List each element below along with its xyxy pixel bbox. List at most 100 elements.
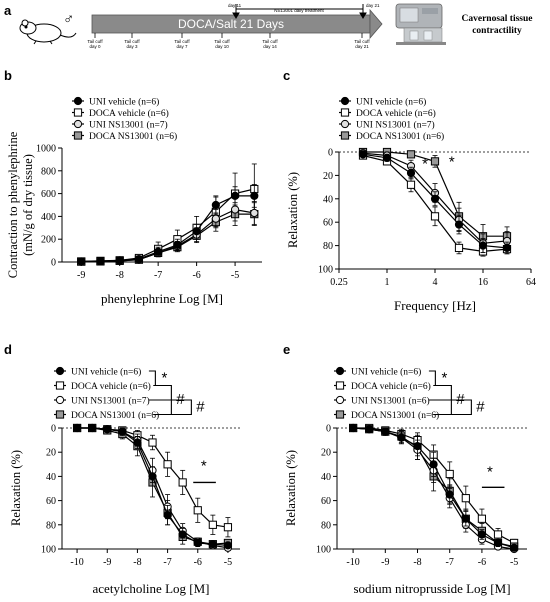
data-point bbox=[230, 191, 240, 200]
x-tick-label: -10 bbox=[70, 557, 83, 568]
chart-d: d 0 20 40 60 80 100 -10 -9 -8 -7 -6 -5 acetylcholine … bbox=[4, 342, 240, 596]
y-tick-label: 400 bbox=[41, 212, 56, 223]
y-tick-label: 100 bbox=[41, 545, 56, 556]
x-axis-label: acetylcholine Log [M] bbox=[93, 581, 210, 596]
data-point bbox=[193, 506, 202, 515]
data-point bbox=[454, 220, 464, 229]
y-axis-label: Contraction to phenylephrine bbox=[6, 131, 20, 278]
x-tick-label: -8 bbox=[116, 270, 124, 281]
data-point bbox=[429, 460, 438, 469]
x-tick-label: 0.25 bbox=[330, 277, 348, 288]
y-tick-label: 100 bbox=[316, 545, 331, 556]
x-tick-label: 16 bbox=[478, 277, 488, 288]
legend-label: DOCA NS13001 (n=6) bbox=[351, 410, 439, 421]
day21-label: day 21 bbox=[366, 3, 380, 8]
legend-label: DOCA NS13001 (n=6) bbox=[89, 131, 177, 142]
series-0 bbox=[349, 423, 519, 552]
y-axis-label: Relaxation (%) bbox=[286, 172, 300, 248]
data-point bbox=[406, 150, 416, 159]
timepoint-label: Tail cuff bbox=[354, 39, 370, 44]
x-tick-label: -5 bbox=[231, 270, 239, 281]
data-point bbox=[163, 460, 172, 469]
chart-c: c 0 20 40 60 80 1000.25 1 4 16 64 Frequency [Hz] Rel… bbox=[283, 68, 536, 313]
data-point bbox=[193, 538, 202, 548]
x-tick-label: -6 bbox=[192, 270, 200, 281]
timepoint-day: day 7 bbox=[176, 44, 188, 49]
x-tick-label: -6 bbox=[194, 557, 202, 568]
x-tick-label: 4 bbox=[433, 277, 438, 288]
x-tick-label: 64 bbox=[526, 277, 536, 288]
series-0 bbox=[72, 423, 233, 550]
data-point bbox=[72, 423, 82, 433]
data-point bbox=[208, 540, 217, 549]
data-point bbox=[493, 530, 503, 539]
y-axis-label: Relaxation (%) bbox=[284, 450, 298, 526]
bracket-line bbox=[428, 399, 472, 416]
treatment-label: NS13001 daily treatment bbox=[274, 8, 324, 13]
data-point bbox=[397, 433, 406, 442]
legend-marker bbox=[335, 381, 345, 390]
data-point bbox=[115, 256, 124, 265]
y-tick-label: 80 bbox=[323, 241, 333, 252]
panel-label: c bbox=[283, 68, 290, 83]
legend-label: UNI vehicle (n=6) bbox=[71, 367, 141, 378]
legend: UNI vehicle (n=6) DOCA vehicle (n=6) UNI N… bbox=[54, 366, 205, 421]
y-tick-label: 600 bbox=[41, 189, 56, 200]
data-point bbox=[223, 541, 233, 550]
x-tick-label: -9 bbox=[381, 557, 389, 568]
x-tick-label: -9 bbox=[103, 557, 111, 568]
chart-e: e 0 20 40 60 80 100 -10 -9 -8 -7 -6 -5 sodium nitropr… bbox=[283, 342, 527, 596]
significance-marker: * bbox=[201, 458, 207, 475]
bracket-marker: # bbox=[476, 398, 485, 415]
legend-label: DOCA vehicle (n=6) bbox=[356, 108, 436, 119]
series-2 bbox=[77, 197, 259, 266]
data-point bbox=[358, 150, 368, 159]
data-point bbox=[154, 247, 163, 256]
data-point bbox=[192, 227, 201, 236]
data-point bbox=[493, 538, 503, 548]
y-axis-label: Relaxation (%) bbox=[9, 450, 23, 526]
timeline-title: DOCA/Salt 21 Days bbox=[178, 17, 284, 31]
y-tick-label: 0 bbox=[326, 424, 331, 435]
data-point bbox=[477, 514, 487, 523]
timepoint-label: Tail cuff bbox=[174, 39, 190, 44]
data-point bbox=[118, 427, 127, 436]
x-tick-label: -5 bbox=[224, 557, 232, 568]
y-tick-label: 40 bbox=[321, 472, 331, 483]
y-tick-label: 40 bbox=[323, 194, 333, 205]
x-tick-label: -8 bbox=[413, 557, 421, 568]
panel-label: e bbox=[283, 342, 290, 357]
data-point bbox=[406, 168, 416, 178]
data-point bbox=[103, 425, 112, 434]
bracket-marker: * bbox=[441, 369, 447, 386]
series-line bbox=[81, 213, 255, 263]
y-tick-label: 20 bbox=[321, 448, 331, 459]
data-point bbox=[349, 423, 358, 433]
x-tick-label: -7 bbox=[154, 270, 162, 281]
data-point bbox=[454, 243, 464, 253]
series-0 bbox=[358, 150, 512, 255]
x-tick-label: -7 bbox=[163, 557, 171, 568]
day11-label: day 11 bbox=[228, 3, 242, 8]
legend-bracket: # bbox=[428, 398, 485, 416]
timepoint-label: Tail cuff bbox=[214, 39, 230, 44]
bracket-line bbox=[148, 399, 192, 416]
x-axis-label: sodium nitroprusside Log [M] bbox=[353, 581, 510, 596]
data-point bbox=[430, 212, 440, 221]
significance-marker: * bbox=[422, 156, 428, 173]
legend-label: DOCA vehicle (n=6) bbox=[351, 381, 431, 392]
data-point bbox=[510, 543, 519, 552]
legend-marker bbox=[340, 108, 350, 117]
legend-marker bbox=[55, 366, 65, 376]
data-point bbox=[88, 423, 97, 433]
timepoint-day: day 10 bbox=[215, 44, 229, 49]
data-point bbox=[133, 438, 142, 447]
data-point bbox=[148, 472, 157, 481]
y-tick-label: 80 bbox=[46, 520, 56, 531]
rat-icon bbox=[19, 19, 77, 45]
data-point bbox=[381, 427, 390, 436]
data-point bbox=[461, 514, 470, 523]
data-point bbox=[230, 205, 240, 214]
